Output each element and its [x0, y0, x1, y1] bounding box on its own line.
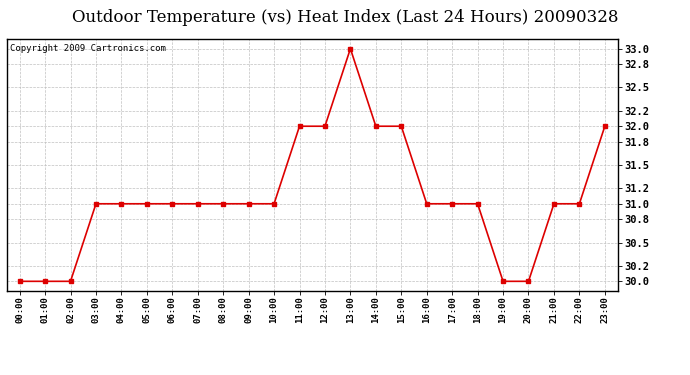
Text: Copyright 2009 Cartronics.com: Copyright 2009 Cartronics.com [10, 44, 166, 53]
Text: Outdoor Temperature (vs) Heat Index (Last 24 Hours) 20090328: Outdoor Temperature (vs) Heat Index (Las… [72, 9, 618, 26]
